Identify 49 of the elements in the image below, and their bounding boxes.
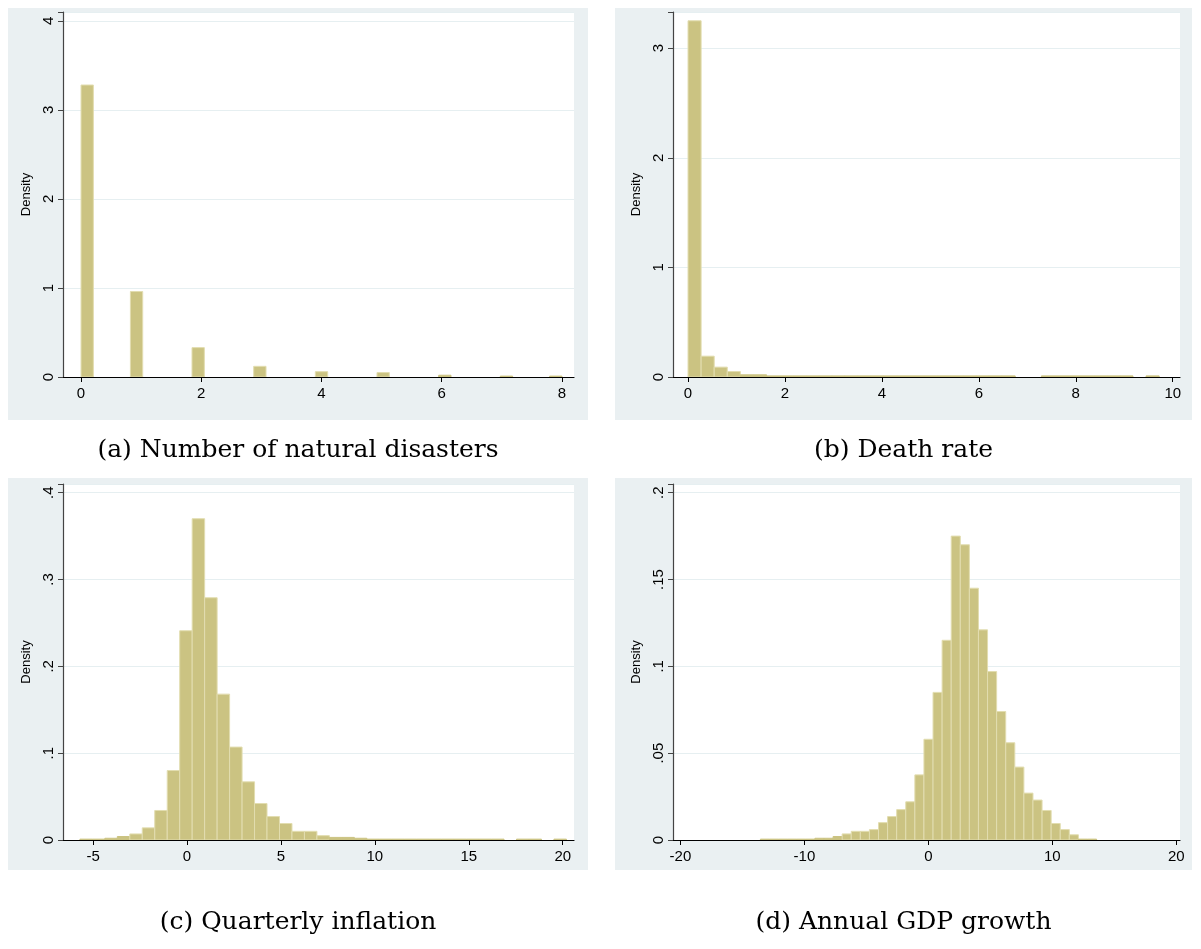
x-tick-label: 0 bbox=[182, 847, 192, 864]
x-tick-label: 20 bbox=[1167, 847, 1185, 864]
x-tick-label: 10 bbox=[1164, 384, 1182, 401]
y-tick-label: .3 bbox=[39, 573, 56, 586]
x-tick-label: -10 bbox=[793, 847, 816, 864]
x-tick-label: 4 bbox=[317, 384, 326, 401]
text: (c) Quarterly inflation bbox=[158, 906, 438, 935]
y-tick-label: .15 bbox=[649, 569, 666, 590]
x-tick-label: 0 bbox=[683, 384, 693, 401]
x-tick-label: 8 bbox=[557, 384, 567, 401]
x-tick-label: 2 bbox=[780, 384, 790, 401]
y-tick-label: 4 bbox=[39, 16, 56, 26]
x-tick-label: 6 bbox=[437, 384, 446, 401]
y-tick-label: 2 bbox=[649, 153, 666, 162]
x-tick-label: 10 bbox=[366, 847, 384, 864]
x-tick-label: 10 bbox=[1043, 847, 1061, 864]
x-tick-label: -5 bbox=[86, 847, 100, 864]
y-tick-label: .2 bbox=[649, 486, 666, 499]
y-axis-title: Density bbox=[18, 172, 34, 217]
x-tick-label: 5 bbox=[276, 847, 286, 864]
y-tick-label: .1 bbox=[39, 746, 56, 760]
y-tick-label: 1 bbox=[39, 283, 56, 293]
x-tick-label: 4 bbox=[877, 384, 887, 401]
y-tick-label: .4 bbox=[39, 486, 56, 499]
y-tick-label: .1 bbox=[649, 660, 666, 673]
y-tick-label: 0 bbox=[39, 372, 56, 382]
y-tick-label: .05 bbox=[649, 742, 666, 764]
y-tick-label: 1 bbox=[649, 263, 666, 272]
x-tick-label: 0 bbox=[924, 847, 933, 864]
text: (a) Number of natural disasters bbox=[96, 434, 500, 463]
y-tick-label: 3 bbox=[39, 105, 56, 115]
y-axis-title: Density bbox=[18, 639, 34, 684]
x-tick-label: 6 bbox=[974, 384, 984, 401]
y-tick-label: 3 bbox=[649, 44, 666, 53]
y-tick-label: 2 bbox=[39, 194, 56, 204]
x-tick-label: -20 bbox=[669, 847, 692, 864]
y-tick-label: .2 bbox=[39, 660, 56, 673]
x-tick-label: 0 bbox=[76, 384, 86, 401]
y-axis-title: Density bbox=[628, 639, 644, 684]
y-axis-title: Density bbox=[628, 172, 644, 217]
y-tick-label: 0 bbox=[649, 835, 666, 845]
y-tick-label: 0 bbox=[39, 835, 56, 845]
x-tick-label: 2 bbox=[197, 384, 206, 401]
y-tick-label: 0 bbox=[649, 372, 666, 382]
x-tick-label: 8 bbox=[1071, 384, 1080, 401]
x-tick-label: 15 bbox=[460, 847, 478, 864]
text: (b) Death rate bbox=[813, 434, 994, 463]
x-tick-label: 20 bbox=[554, 847, 572, 864]
text: (d) Annual GDP growth bbox=[754, 906, 1053, 935]
